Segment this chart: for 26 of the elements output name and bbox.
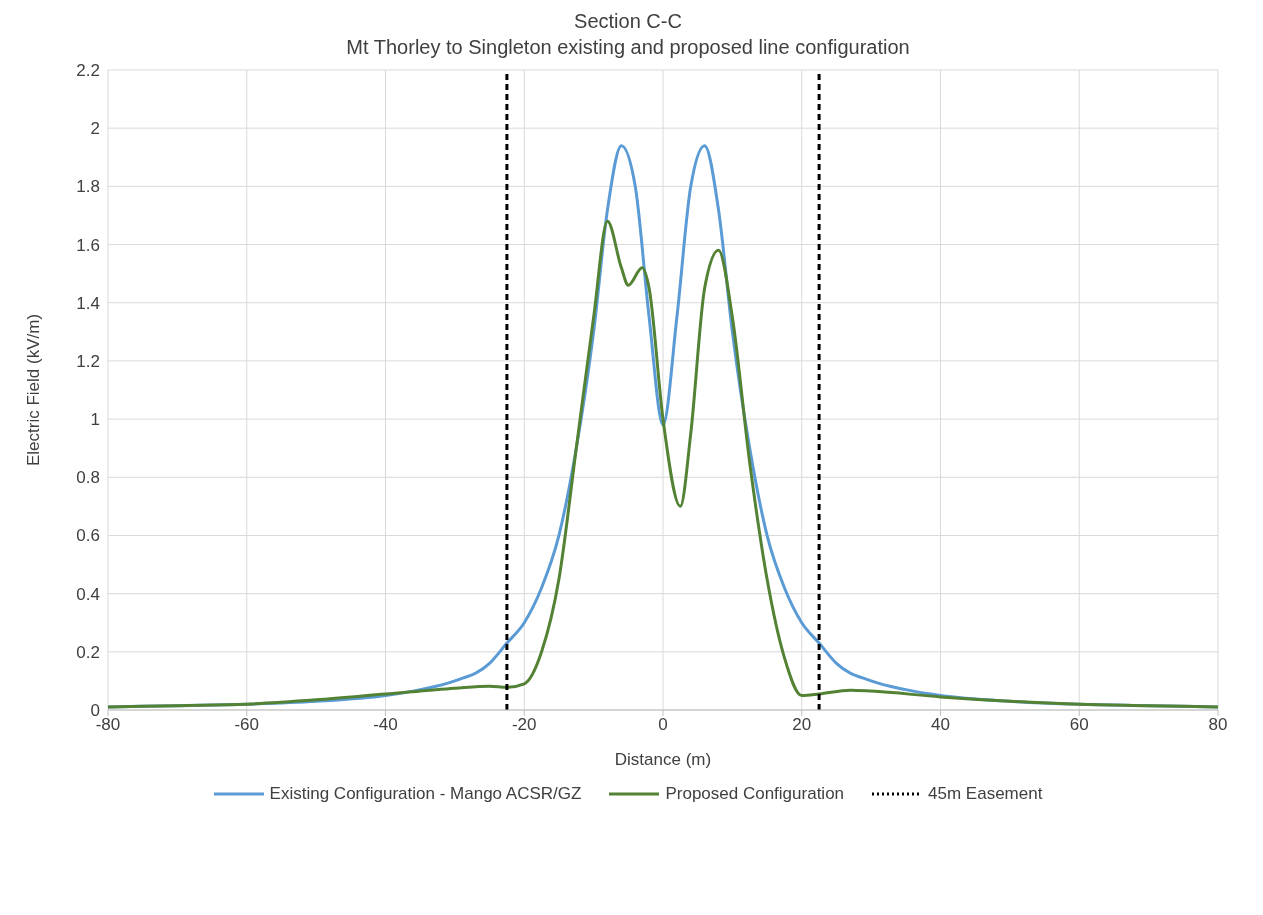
x-tick-label: -60 bbox=[234, 715, 260, 735]
y-tick-label: 1.4 bbox=[76, 293, 100, 313]
y-tick-label: 1.8 bbox=[76, 177, 100, 197]
y-tick-label: 1 bbox=[90, 410, 100, 430]
y-tick-label: 0.4 bbox=[76, 584, 100, 604]
x-tick-label: -20 bbox=[511, 715, 537, 735]
y-tick-label: 1.2 bbox=[76, 351, 100, 371]
x-tick-label: 80 bbox=[1208, 715, 1228, 735]
y-tick-label: 0.6 bbox=[76, 526, 100, 546]
chart-title: Section C-C bbox=[573, 9, 683, 34]
x-tick-label: 20 bbox=[792, 715, 812, 735]
y-tick-label: 2.2 bbox=[76, 61, 100, 81]
x-tick-label: 0 bbox=[658, 715, 668, 735]
x-tick-label: 60 bbox=[1069, 715, 1089, 735]
legend-label: 45m Easement bbox=[928, 784, 1043, 804]
y-tick-label: 0.8 bbox=[76, 468, 100, 488]
x-tick-label: -40 bbox=[373, 715, 398, 735]
legend-label: Existing Configuration - Mango ACSR/GZ bbox=[269, 784, 582, 804]
y-tick-label: 2 bbox=[90, 119, 100, 139]
y-tick-label: 1.6 bbox=[76, 235, 100, 255]
y-tick-label: 0.2 bbox=[76, 642, 100, 662]
legend-label: Proposed Configuration bbox=[665, 784, 845, 804]
x-axis-title: Distance (m) bbox=[614, 750, 712, 769]
x-tick-label: 40 bbox=[931, 715, 950, 735]
y-axis-title: Electric Field (kV/m) bbox=[24, 313, 44, 467]
chart-subtitle: Mt Thorley to Singleton existing and proposed line configuration bbox=[345, 35, 911, 60]
